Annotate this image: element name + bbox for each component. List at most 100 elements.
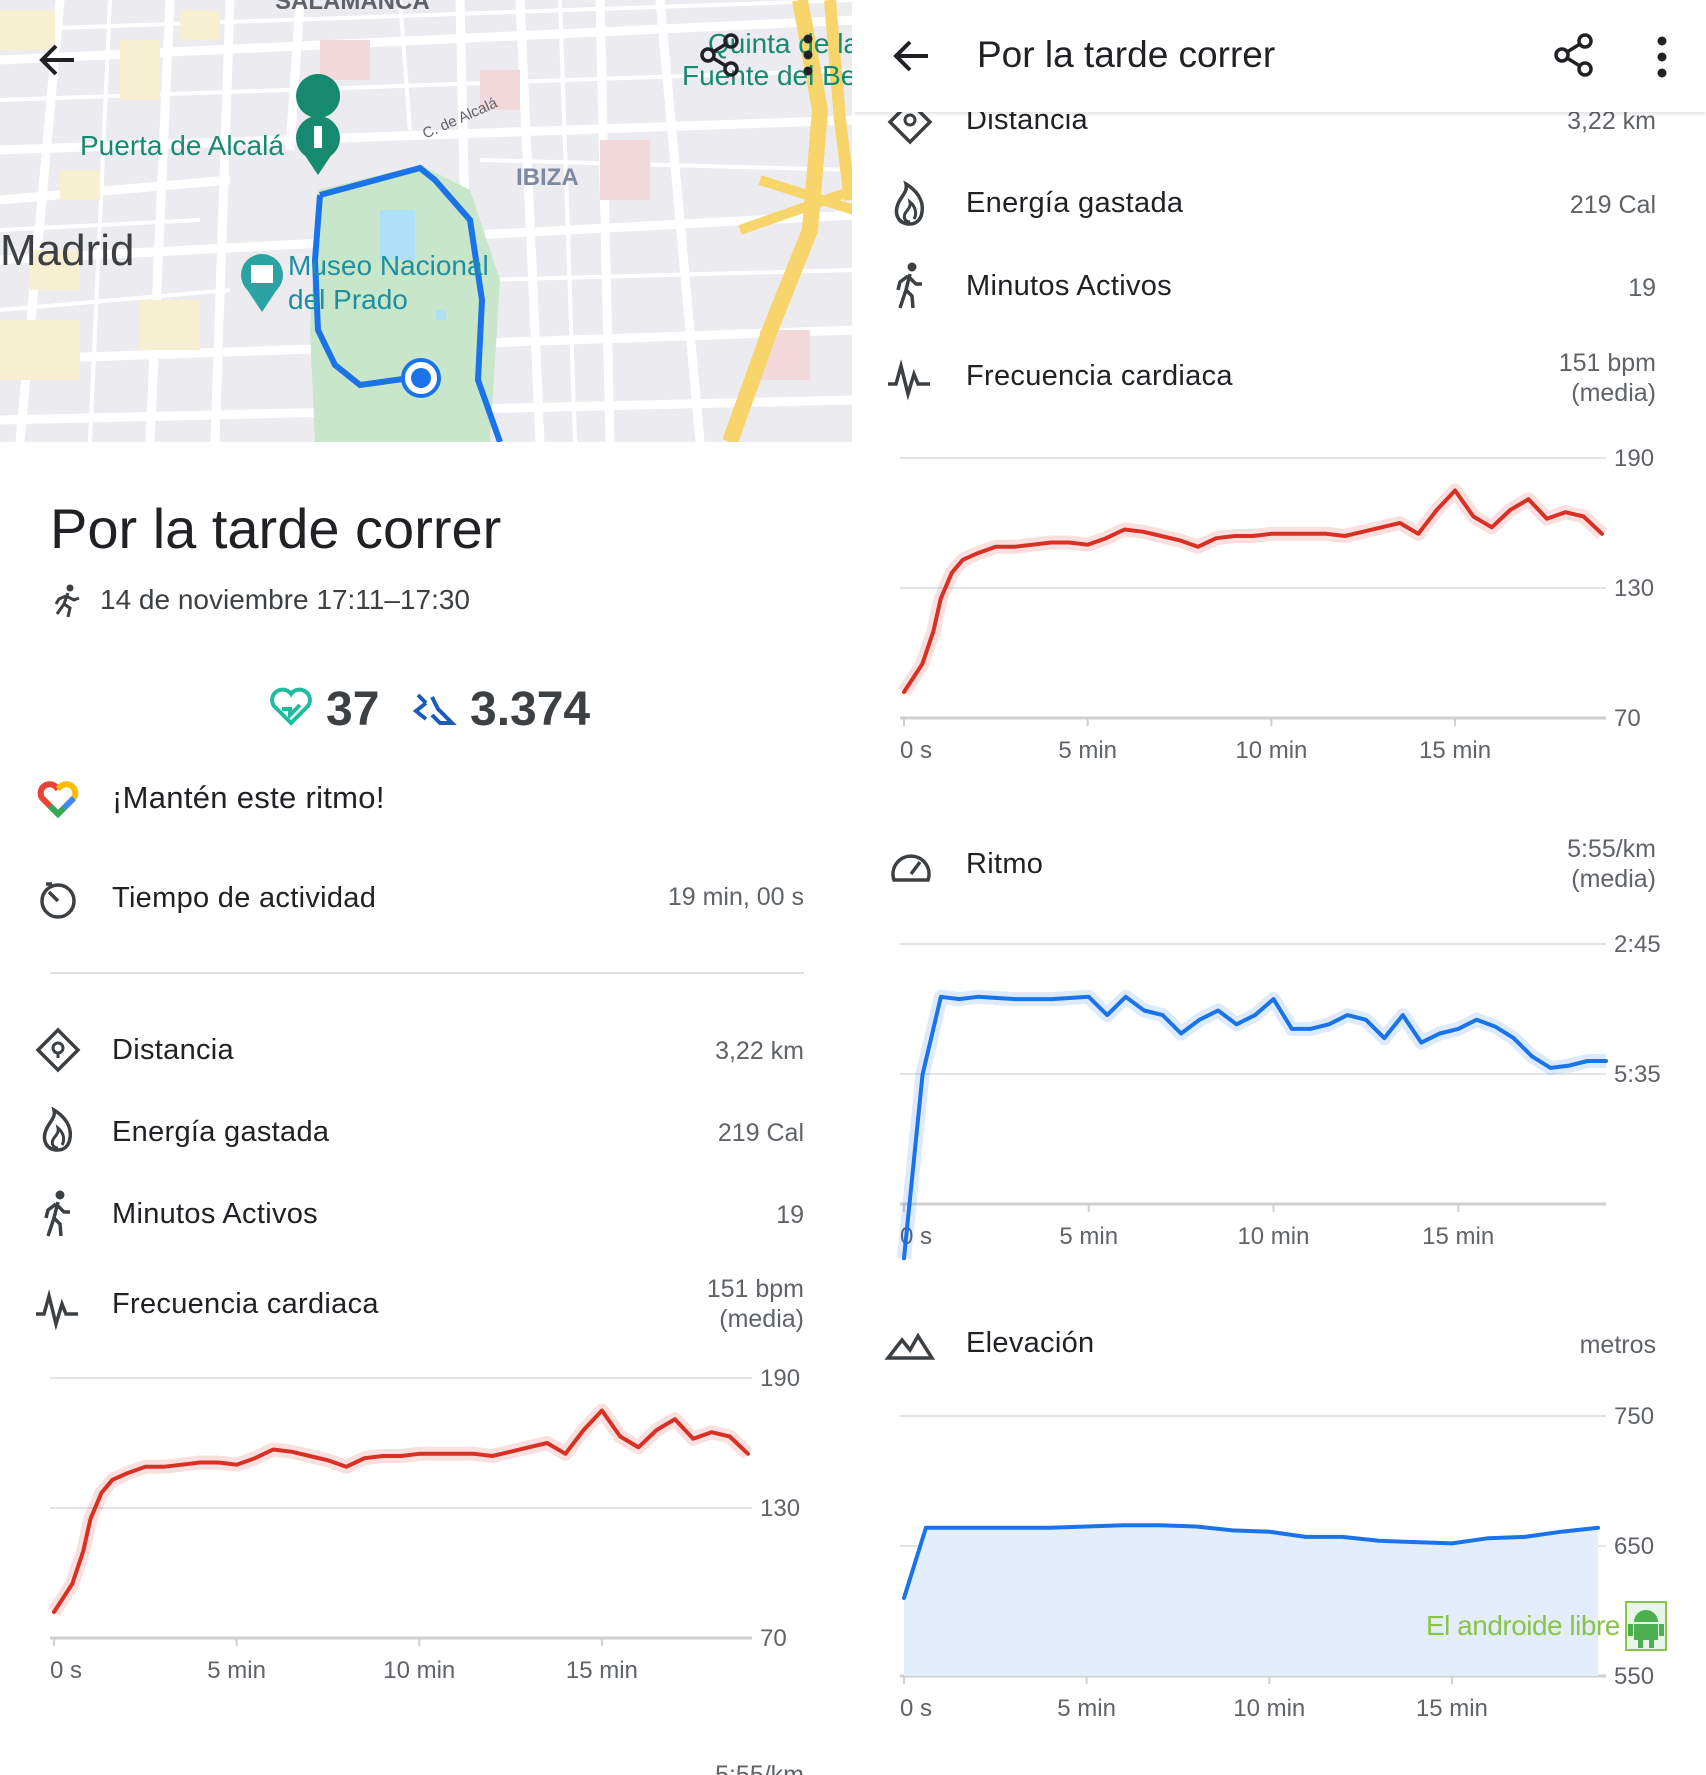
heart-rate-value: 151 bpm (media) — [707, 1274, 804, 1334]
share-button[interactable] — [1552, 30, 1596, 80]
app-bar-title: Por la tarde correr — [977, 34, 1276, 75]
map-label-ibiza: IBIZA — [516, 164, 579, 191]
heart-points-value: 37 — [326, 683, 380, 736]
heart-rate-value: 151 bpm (media) — [1559, 348, 1656, 408]
active-minutes-label: Minutos Activos — [112, 1198, 318, 1230]
activity-date: 14 de noviembre 17:11–17:30 — [100, 584, 470, 615]
heart-rate-chart: 190 130 70 0 s 5 min 10 min 15 min — [898, 445, 1654, 764]
x-tick-label: 10 min — [383, 1657, 455, 1684]
steps-icon — [412, 693, 457, 725]
y-tick-label: 190 — [1614, 445, 1654, 472]
more-vert-icon — [803, 34, 813, 76]
map-label-museo2: del Prado — [288, 284, 408, 315]
flame-icon — [42, 1106, 73, 1152]
x-tick-label: 0 s — [50, 1657, 82, 1684]
activity-title: Por la tarde correr — [50, 497, 502, 560]
walking-person-icon — [896, 262, 922, 309]
map-label-museo1: Museo Nacional — [288, 250, 489, 281]
x-tick-label: 10 min — [1235, 737, 1307, 764]
y-tick-label: 650 — [1614, 1533, 1654, 1560]
heart-rate-value-main: 151 bpm — [706, 1275, 804, 1303]
map-label-fuente: Fuente del Be — [682, 60, 854, 91]
more-vert-icon — [1657, 36, 1667, 78]
heart-rate-label: Frecuencia cardiaca — [112, 1288, 379, 1320]
x-tick-label: 15 min — [1416, 1695, 1488, 1722]
x-tick-label: 5 min — [207, 1657, 266, 1684]
energy-value: 219 Cal — [717, 1119, 804, 1147]
distance-value: 3,22 km — [715, 1037, 804, 1065]
x-tick-label: 15 min — [1419, 737, 1491, 764]
location-pin-icon — [887, 99, 933, 145]
more-options-button[interactable] — [1644, 32, 1680, 82]
heart-rate-value-main: 151 bpm — [1558, 349, 1656, 377]
mountain-icon — [884, 1332, 936, 1360]
heart-rate-label: Frecuencia cardiaca — [966, 360, 1233, 392]
heart-rate-icon — [36, 1289, 78, 1331]
heart-points-icon — [270, 687, 312, 726]
y-tick-label: 5:35 — [1614, 1061, 1661, 1088]
y-tick-label: 70 — [1614, 705, 1641, 732]
heart-rate-icon — [888, 359, 930, 401]
android-robot-icon — [1624, 1601, 1667, 1651]
share-icon — [1554, 33, 1593, 77]
y-tick-label: 130 — [1614, 575, 1654, 602]
pace-value-main: 5:55/km — [1567, 835, 1656, 863]
running-person-icon — [54, 584, 80, 618]
x-tick-label: 15 min — [566, 1657, 638, 1684]
x-tick-label: 0 s — [900, 737, 932, 764]
back-button[interactable] — [888, 32, 936, 80]
heart-rate-chart: 190 130 70 0 s 5 min 10 min 15 min — [48, 1365, 800, 1684]
watermark: El androide libre — [1426, 1600, 1668, 1652]
energy-value: 219 Cal — [1569, 191, 1656, 219]
series-line — [902, 994, 1608, 1261]
pace-label: Ritmo — [966, 848, 1044, 880]
x-tick-label: 5 min — [1058, 737, 1117, 764]
share-button[interactable] — [698, 30, 742, 80]
elevation-area — [904, 1525, 1598, 1676]
location-pin-icon — [35, 1027, 81, 1073]
back-button[interactable] — [34, 36, 82, 84]
timer-icon — [40, 882, 76, 919]
more-options-button[interactable] — [790, 30, 826, 80]
app-bar: Por la tarde correr — [854, 0, 1706, 112]
watermark-text: El androide libre — [1426, 1610, 1620, 1641]
series-band — [897, 989, 1606, 1260]
map-label-madrid: Madrid — [0, 226, 135, 275]
y-tick-label: 550 — [1614, 1663, 1654, 1690]
arrow-left-icon — [39, 44, 74, 76]
y-tick-label: 190 — [760, 1365, 800, 1392]
activity-sheet: Por la tarde correr 14 de noviembre 17:1… — [0, 442, 854, 1775]
flame-icon — [894, 180, 925, 226]
x-tick-label: 5 min — [1059, 1223, 1118, 1250]
map-label-salamanca: SALAMANCA — [275, 0, 430, 15]
active-minutes-label: Minutos Activos — [966, 270, 1172, 302]
x-tick-label: 10 min — [1237, 1223, 1309, 1250]
heart-rate-value-note: (media) — [1571, 379, 1656, 407]
clipped-pace-value: 5:55/km — [715, 1761, 804, 1775]
active-time-value: 19 min, 00 s — [667, 883, 804, 911]
heart-rate-value-note: (media) — [719, 1305, 804, 1333]
right-screen: Distancia 3,22 km Por la tarde correr En… — [854, 0, 1706, 1775]
speedometer-icon — [891, 854, 931, 882]
energy-label: Energía gastada — [112, 1116, 330, 1148]
y-tick-label: 750 — [1614, 1403, 1654, 1430]
motivation-text: ¡Mantén este ritmo! — [112, 780, 385, 815]
y-tick-label: 70 — [760, 1625, 787, 1652]
series-line — [902, 488, 1604, 694]
energy-label: Energía gastada — [966, 187, 1184, 219]
google-fit-logo-icon — [37, 781, 79, 819]
map-drawing — [0, 0, 854, 442]
pace-value-note: (media) — [1571, 865, 1656, 893]
x-tick-label: 10 min — [1233, 1695, 1305, 1722]
y-tick-label: 2:45 — [1614, 931, 1661, 958]
x-tick-label: 0 s — [900, 1695, 932, 1722]
route-map[interactable]: SALAMANCA Quinta de la Fuente del Be Pue… — [0, 0, 854, 442]
map-label-puerta: Puerta de Alcalá — [80, 130, 284, 161]
walking-person-icon — [44, 1190, 70, 1237]
series-line — [902, 1523, 1600, 1600]
distance-label: Distancia — [112, 1034, 234, 1066]
section-divider — [50, 972, 804, 974]
active-time-label: Tiempo de actividad — [112, 882, 377, 914]
steps-value: 3.374 — [470, 683, 591, 736]
